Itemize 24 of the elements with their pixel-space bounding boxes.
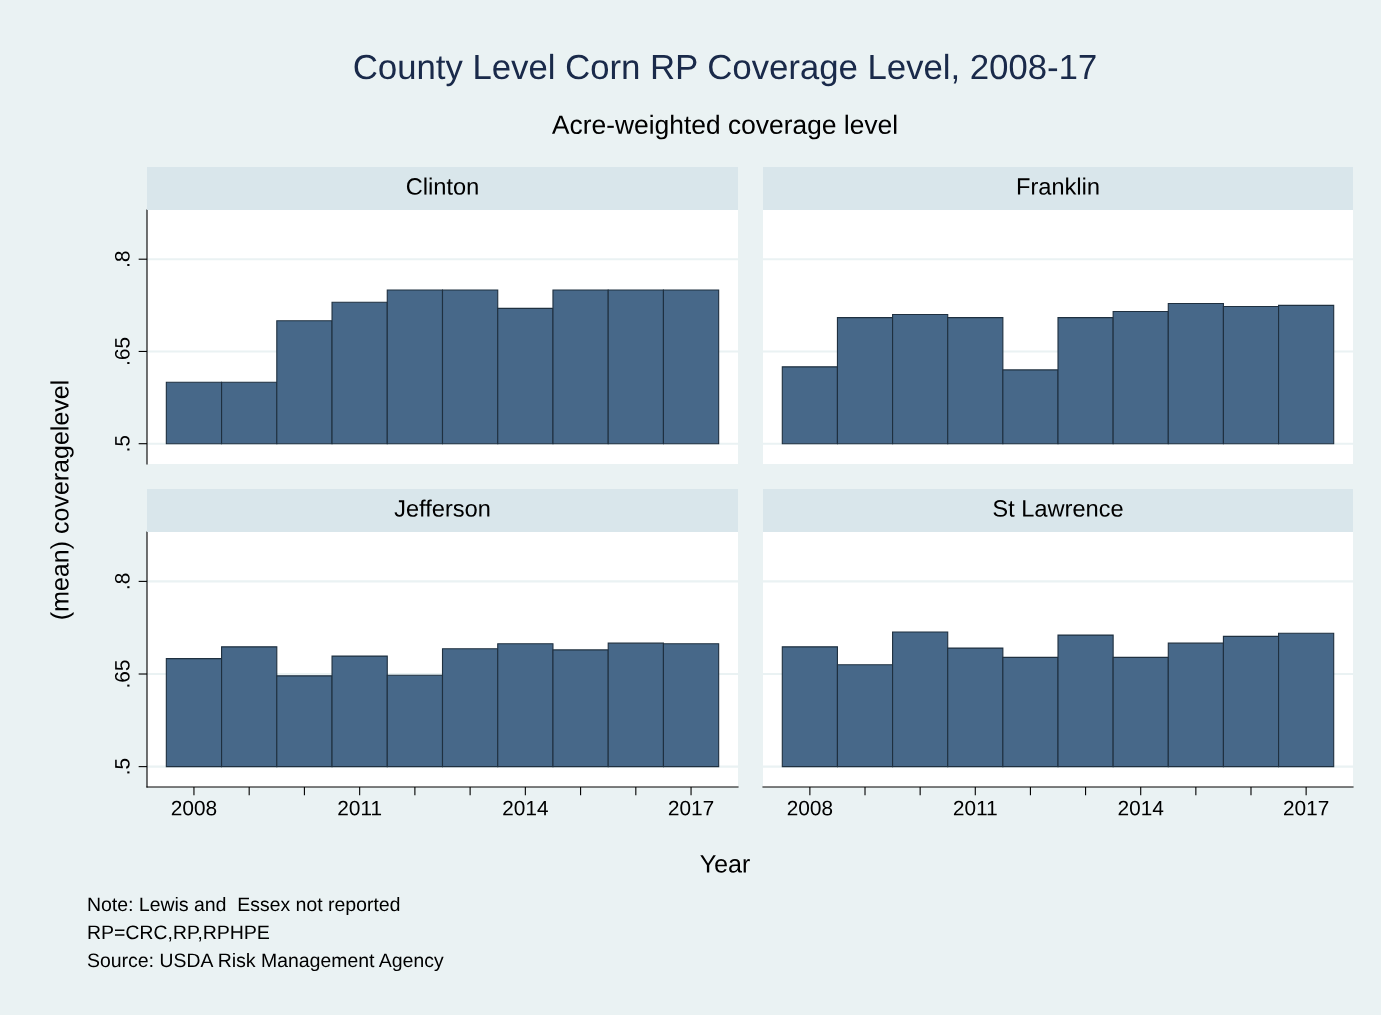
x-tick-label: 2008 xyxy=(787,800,833,816)
text: RP=CRC,RP,RPHPE xyxy=(88,925,269,942)
chart-title: Franklin xyxy=(1017,177,1099,195)
x-tick-label: 2008 xyxy=(171,800,217,816)
x-axis-title: Year xyxy=(700,855,750,873)
y-tick-label: .5 xyxy=(115,435,130,451)
y-tick-label: .8 xyxy=(114,573,130,589)
x-tick-label: 2014 xyxy=(1118,800,1164,816)
chart-title: Jefferson xyxy=(394,499,490,517)
x-tick-label: 2017 xyxy=(668,800,714,816)
text: Note: Lewis and Essex not reported xyxy=(88,896,400,916)
x-tick-label: 2011 xyxy=(338,800,382,816)
x-tick-label: 2011 xyxy=(953,800,997,816)
source-note: Source: USDA Risk Management Agency xyxy=(87,952,444,972)
y-tick-label: .65 xyxy=(114,660,130,687)
y-tick-label: .8 xyxy=(114,251,130,266)
y-tick-label: .65 xyxy=(114,337,130,365)
chart-title: St Lawrence xyxy=(993,500,1123,517)
x-tick-label: 2014 xyxy=(503,800,548,816)
chart-title: Clinton xyxy=(406,177,478,195)
chart-subtitle: County Level Corn RP Coverage Level, 2008-17 Acre-weighted coverage level xyxy=(354,53,1096,140)
y-tick-label: .5 xyxy=(115,758,130,774)
y-axis-title: (mean) coveragelevel xyxy=(50,381,74,619)
x-tick-label: 2017 xyxy=(1284,800,1329,816)
